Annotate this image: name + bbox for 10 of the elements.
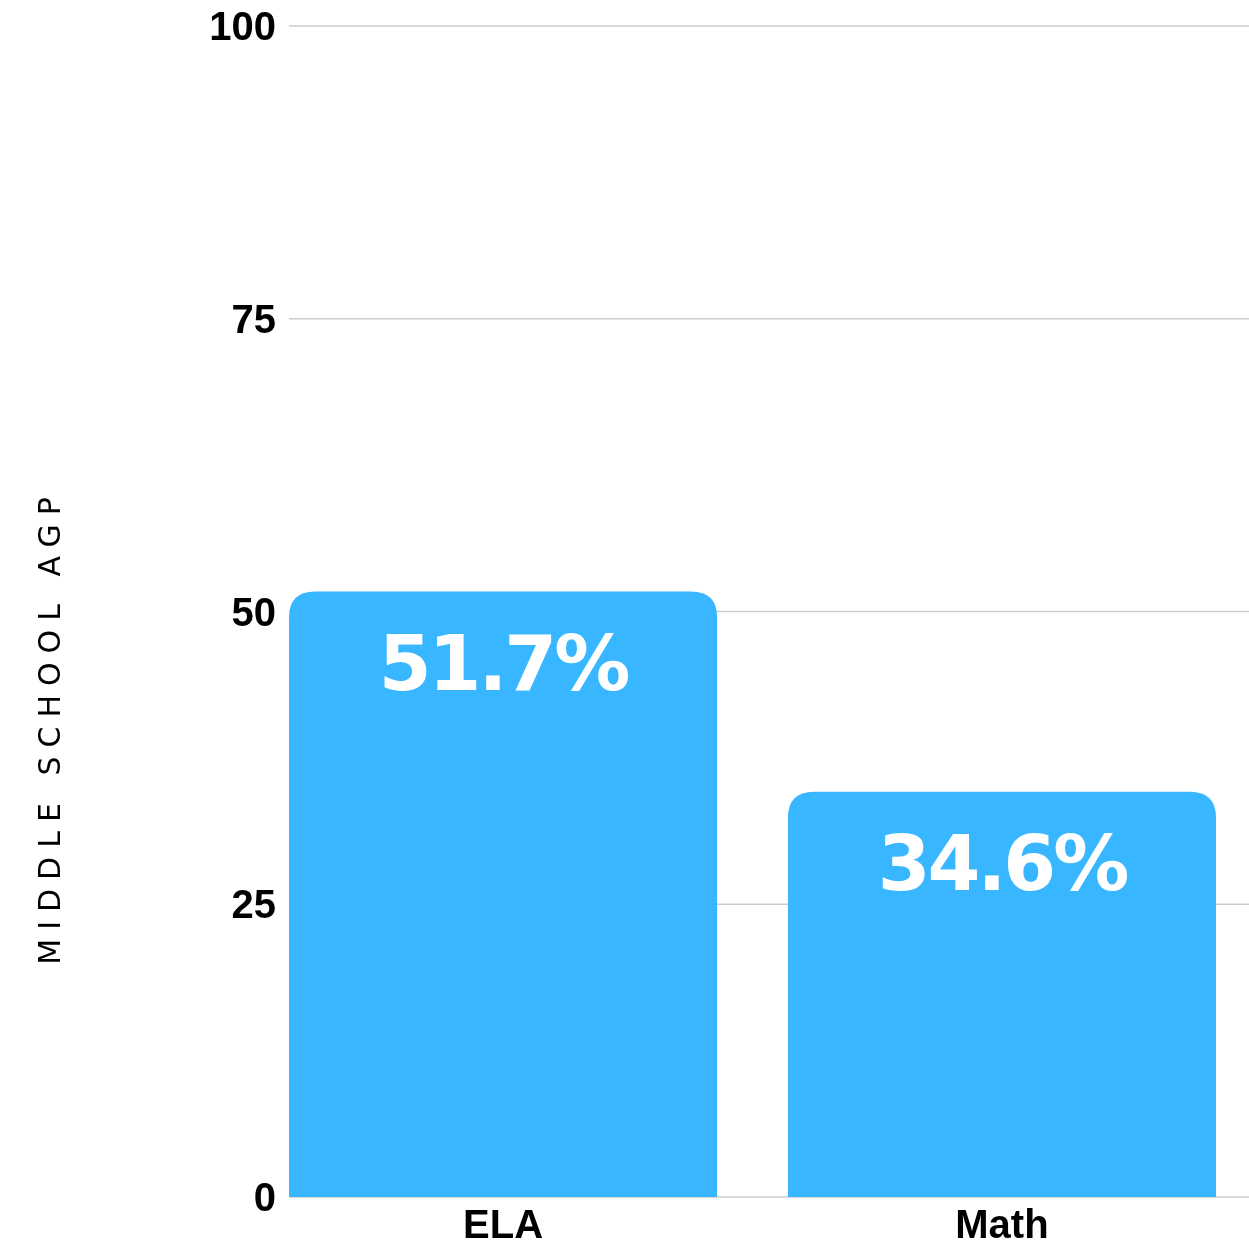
y-tick-label: 50 <box>231 589 276 634</box>
data-label: 51.7% <box>378 618 629 708</box>
y-tick-label: 100 <box>209 4 276 48</box>
x-tick-label: Math <box>955 1202 1049 1246</box>
y-tick-label: 25 <box>231 882 276 927</box>
x-tick-label: ELA <box>463 1202 544 1246</box>
y-axis-title: MIDDLE SCHOOL AGP <box>32 488 67 965</box>
y-tick-label: 0 <box>253 1175 276 1219</box>
y-tick-label: 75 <box>231 296 276 341</box>
data-label: 34.6% <box>877 818 1128 908</box>
